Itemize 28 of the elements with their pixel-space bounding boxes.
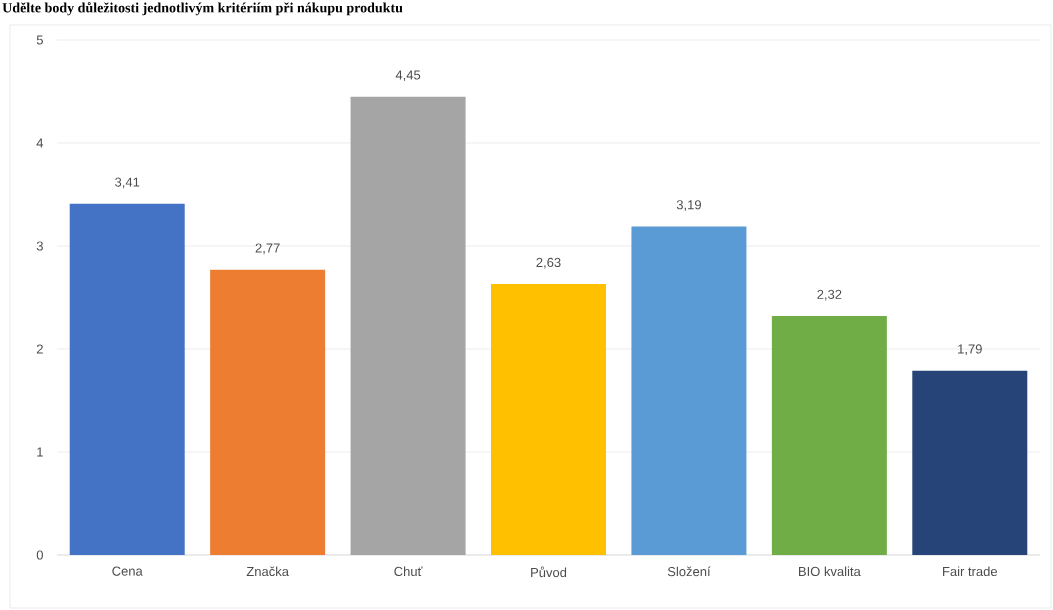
data-label: 3,19	[676, 200, 701, 211]
bar	[912, 370, 1028, 555]
x-tick-label: Značka	[246, 566, 289, 577]
bar	[491, 284, 606, 555]
y-tick-label: 2	[36, 344, 43, 354]
bar	[631, 226, 747, 555]
y-tick-label: 5	[36, 35, 43, 45]
y-tick-label: 1	[37, 447, 43, 457]
x-tick-label: Složení	[667, 566, 711, 577]
y-tick-label: 4	[36, 138, 44, 148]
data-label: 2,32	[817, 289, 842, 301]
data-label: 4,45	[395, 70, 421, 82]
bar	[771, 316, 887, 555]
x-tick-label: Chuť	[394, 566, 423, 577]
x-tick-label: Původ	[531, 566, 567, 578]
data-label: 2,77	[255, 243, 280, 255]
y-tick-label: 0	[36, 550, 43, 560]
x-tick-label: Cena	[112, 566, 143, 576]
x-tick-label: BIO kvalita	[799, 566, 861, 577]
data-label: 3,41	[115, 177, 140, 189]
chart-title: Udělte body důležitosti jednotlivým kritériím při nákupu produktu	[2, 2, 403, 16]
bar	[69, 203, 185, 555]
bar	[210, 269, 326, 555]
bar	[350, 96, 466, 555]
x-tick-label: Fair trade	[943, 566, 998, 577]
y-tick-label: 3	[36, 241, 43, 251]
data-label: 2,63	[536, 257, 561, 269]
data-label: 1,79	[958, 344, 982, 356]
